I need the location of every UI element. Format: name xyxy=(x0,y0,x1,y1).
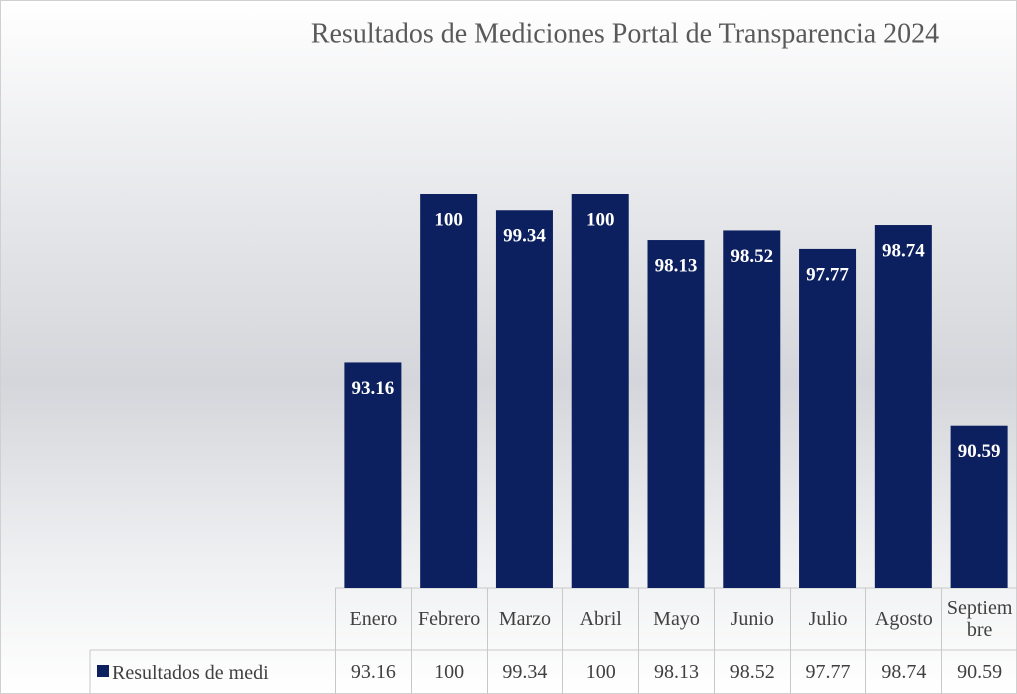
bar xyxy=(950,425,1008,588)
table-value: 100 xyxy=(410,650,487,694)
legend-label: Resultados de medi xyxy=(112,661,269,684)
table-value: 98.74 xyxy=(865,650,941,694)
table-value: 98.52 xyxy=(713,650,790,694)
x-tick-label: Abril xyxy=(562,588,638,650)
bar xyxy=(344,362,402,588)
table-value: 90.59 xyxy=(941,650,1017,694)
bar xyxy=(571,194,629,588)
bar xyxy=(420,194,478,588)
bar xyxy=(874,225,932,588)
x-tick-label: Septiembre xyxy=(941,588,1017,650)
data-label: 98.52 xyxy=(730,246,773,267)
chart-title: Resultados de Mediciones Portal de Trans… xyxy=(311,18,939,49)
data-label: 90.59 xyxy=(958,441,1001,462)
legend-swatch xyxy=(97,665,109,677)
bar xyxy=(647,240,705,588)
data-label: 98.13 xyxy=(655,255,698,276)
bar xyxy=(495,210,553,588)
x-tick-label: Julio xyxy=(789,588,866,650)
x-tick-label: Junio xyxy=(713,588,790,650)
data-label: 99.34 xyxy=(503,226,546,247)
x-tick-label: Mayo xyxy=(638,588,714,650)
table-value: 98.13 xyxy=(638,650,714,694)
table-value: 93.16 xyxy=(335,650,411,694)
bar xyxy=(723,230,781,588)
x-tick-label: Enero xyxy=(335,588,411,650)
data-label: 100 xyxy=(434,209,463,230)
table-value: 97.77 xyxy=(789,650,866,694)
x-tick-label: Agosto xyxy=(865,588,941,650)
table-value: 99.34 xyxy=(486,650,563,694)
data-label: 100 xyxy=(586,209,615,230)
data-label: 97.77 xyxy=(806,264,849,285)
data-label: 98.74 xyxy=(882,240,925,261)
bar xyxy=(799,248,857,588)
data-label: 93.16 xyxy=(352,378,395,399)
x-tick-label: Febrero xyxy=(410,588,487,650)
table-value: 100 xyxy=(562,650,638,694)
x-tick-label: Marzo xyxy=(486,588,563,650)
